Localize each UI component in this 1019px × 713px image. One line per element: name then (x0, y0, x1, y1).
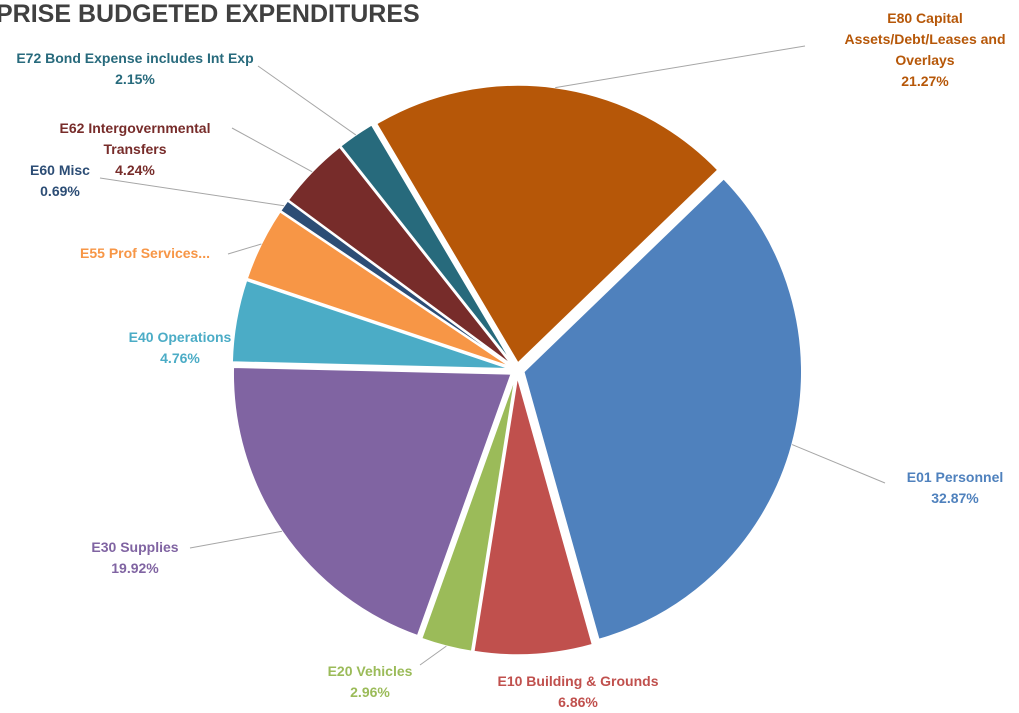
pie-slice (231, 279, 511, 370)
slice-label: E40 Operations 4.76% (110, 327, 250, 369)
value-label: 19.92% (111, 560, 159, 576)
leader-line (231, 127, 313, 173)
slice-label: E55 Prof Services... (60, 243, 230, 264)
category-label: E01 Personnel (906, 469, 1004, 485)
pie-slice (472, 376, 594, 656)
category-label: E30 Supplies (91, 539, 179, 555)
leader-line (791, 444, 886, 484)
value-label: 4.76% (160, 350, 200, 366)
slice-label: E10 Building & Grounds 6.86% (468, 671, 688, 713)
value-label: 0.69% (40, 183, 80, 199)
leader-line (227, 243, 262, 255)
value-label: 4.24% (115, 162, 155, 178)
slice-label: E20 Vehicles 2.96% (300, 661, 440, 703)
slice-label: E60 Misc 0.69% (15, 160, 105, 202)
slice-label: E01 Personnel 32.87% (880, 467, 1019, 509)
leader-line (189, 530, 283, 549)
leader-line (555, 45, 806, 89)
pie-slice (420, 376, 517, 653)
value-label: 21.27% (901, 73, 949, 89)
value-label: 2.96% (350, 684, 390, 700)
category-label: E62 Intergovernmental Transfers (59, 120, 211, 157)
category-label: E72 Bond Expense includes Int Exp (16, 50, 254, 66)
leader-line (99, 177, 285, 207)
pie-slice (232, 366, 513, 637)
leader-line (257, 65, 357, 136)
value-label: 2.15% (115, 71, 155, 87)
slice-label: E80 Capital Assets/Debt/Leases and Overl… (830, 8, 1019, 92)
category-label: E40 Operations (128, 329, 232, 345)
leader-line (419, 645, 447, 666)
pie-slice (375, 84, 719, 365)
category-label: E55 Prof Services... (80, 245, 210, 261)
chart-title: PRISE BUDGETED EXPENDITURES (0, 0, 420, 28)
pie-slice (279, 199, 512, 367)
category-label: E80 Capital Assets/Debt/Leases and Overl… (844, 10, 1006, 68)
slice-label: E30 Supplies 19.92% (65, 537, 205, 579)
category-label: E20 Vehicles (327, 663, 413, 679)
category-label: E60 Misc (30, 162, 90, 178)
category-label: E10 Building & Grounds (497, 673, 659, 689)
value-label: 32.87% (931, 490, 979, 506)
slice-label: E62 Intergovernmental Transfers 4.24% (40, 118, 230, 181)
slice-label: E72 Bond Expense includes Int Exp 2.15% (0, 48, 270, 90)
value-label: 6.86% (558, 694, 598, 710)
